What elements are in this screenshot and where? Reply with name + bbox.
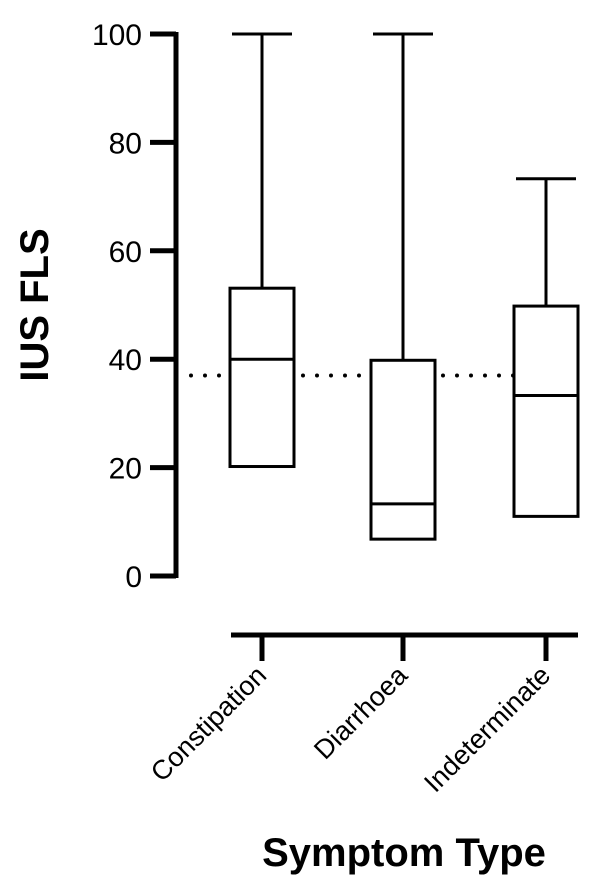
y-tick-label: 100 bbox=[92, 19, 142, 52]
y-tick-label: 60 bbox=[109, 236, 142, 269]
y-axis-title: IUS FLS bbox=[13, 228, 57, 381]
y-tick-label: 20 bbox=[109, 453, 142, 486]
iqr-box bbox=[228, 286, 296, 469]
x-axis: Constipation Diarrhoea Indeterminate bbox=[145, 632, 578, 798]
y-tick-label: 0 bbox=[125, 561, 142, 594]
iqr-box bbox=[512, 304, 580, 518]
x-tick-label: Constipation bbox=[145, 660, 272, 787]
x-tick-label: Indeterminate bbox=[418, 660, 556, 798]
boxes-group bbox=[228, 32, 580, 541]
y-axis: 0 20 40 60 80 100 bbox=[92, 19, 179, 594]
box-diarrhoea bbox=[369, 32, 437, 541]
box-indeterminate bbox=[512, 177, 580, 518]
iqr-box bbox=[369, 358, 437, 541]
x-tick-label: Diarrhoea bbox=[308, 659, 414, 765]
y-tick-label: 80 bbox=[109, 127, 142, 160]
y-tick-label: 40 bbox=[109, 344, 142, 377]
x-axis-title: Symptom Type bbox=[262, 831, 546, 875]
box-constipation bbox=[228, 32, 296, 469]
